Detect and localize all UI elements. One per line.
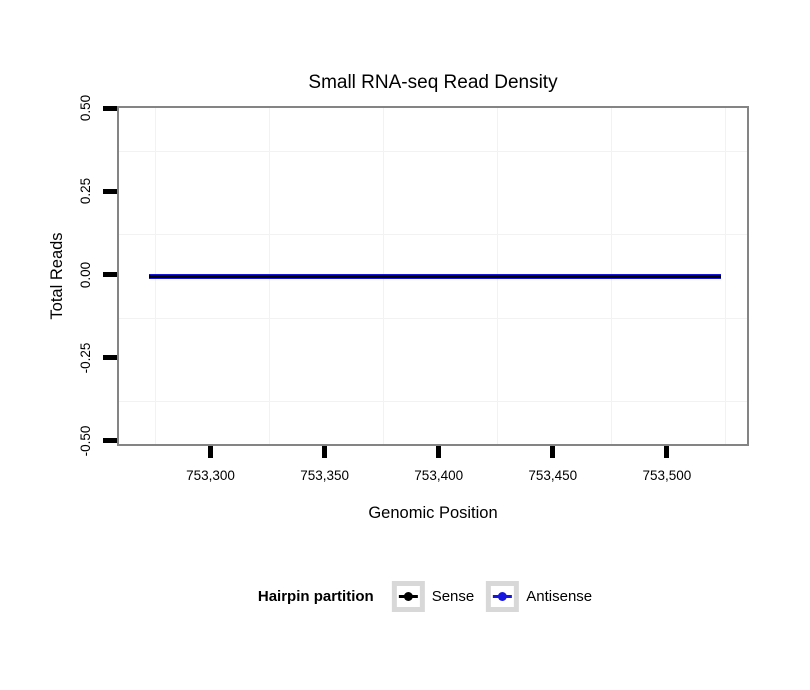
x-axis-title: Genomic Position bbox=[368, 504, 498, 522]
minor-gridline-horizontal bbox=[119, 400, 747, 402]
legend-key-sense bbox=[391, 581, 425, 612]
y-axis-tick bbox=[103, 355, 117, 361]
series-line-sense bbox=[148, 275, 722, 278]
y-axis-tick-label: -0.50 bbox=[78, 425, 93, 457]
y-axis-title: Total Reads bbox=[48, 232, 66, 320]
legend-label-antisense: Antisense bbox=[526, 588, 593, 605]
y-axis-tick bbox=[103, 188, 117, 194]
legend-label-sense: Sense bbox=[431, 588, 475, 605]
antisense-point-icon bbox=[498, 592, 508, 601]
minor-gridline-horizontal bbox=[119, 234, 747, 236]
y-axis-tick bbox=[103, 272, 117, 277]
minor-gridline-horizontal bbox=[119, 317, 747, 319]
x-axis-tick bbox=[322, 446, 328, 458]
legend-title: Hairpin partition bbox=[257, 588, 374, 605]
x-axis-tick bbox=[550, 446, 556, 458]
x-axis-tick-label: 753,300 bbox=[186, 468, 235, 483]
legend-key-antisense bbox=[486, 581, 520, 612]
x-axis-tick-label: 753,450 bbox=[528, 468, 578, 483]
y-axis-tick-label: -0.25 bbox=[78, 342, 93, 374]
sense-point-icon bbox=[403, 592, 413, 601]
chart-title: Small RNA-seq Read Density bbox=[308, 72, 558, 93]
x-axis-tick bbox=[208, 446, 214, 458]
minor-gridline-horizontal bbox=[119, 151, 747, 153]
legend: Hairpin partition Sense Antisense bbox=[258, 581, 592, 612]
y-axis-tick-label: 0.25 bbox=[78, 178, 93, 205]
x-axis-tick-label: 753,400 bbox=[414, 468, 464, 483]
minor-gridline-vertical bbox=[725, 108, 727, 444]
x-axis-tick bbox=[436, 446, 442, 458]
y-axis-tick bbox=[103, 105, 117, 111]
y-axis-tick bbox=[103, 438, 117, 444]
x-axis-tick-label: 753,350 bbox=[300, 468, 350, 483]
y-axis-tick-label: 0.00 bbox=[78, 261, 93, 288]
y-axis-tick-label: 0.50 bbox=[78, 95, 93, 122]
x-axis-tick bbox=[664, 446, 670, 458]
x-axis-tick-label: 753,500 bbox=[642, 468, 692, 483]
plot-panel bbox=[117, 106, 749, 446]
